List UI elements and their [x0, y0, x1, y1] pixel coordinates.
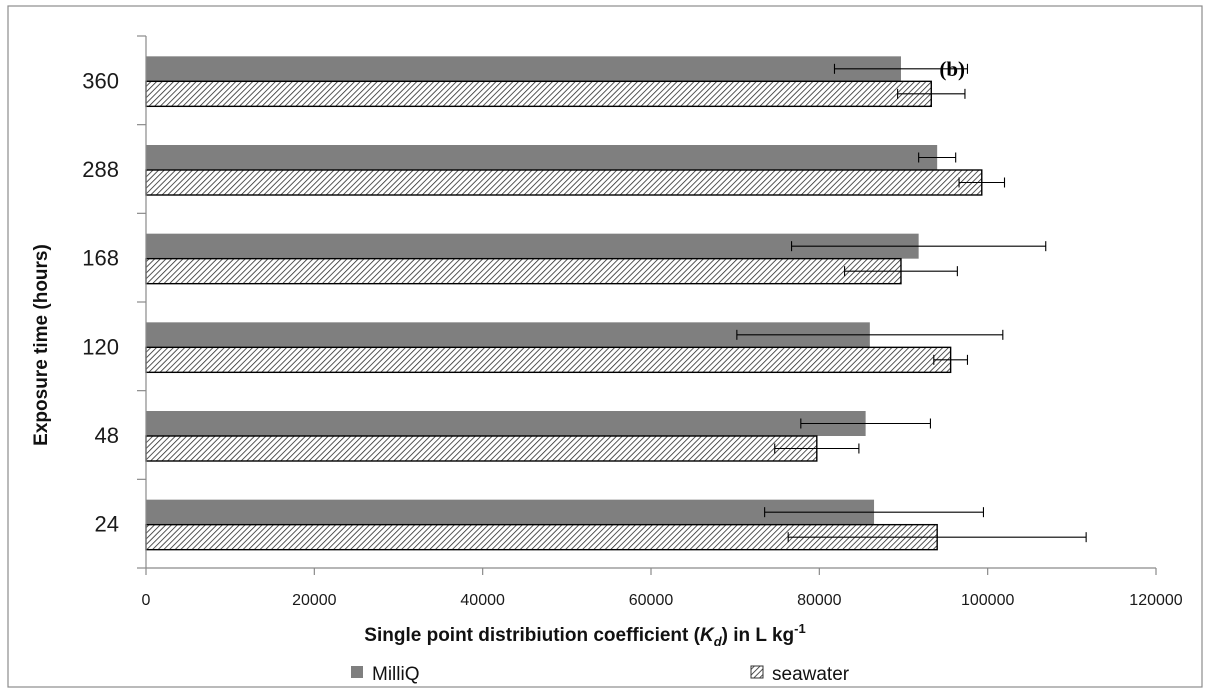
- panel-label: (b): [939, 57, 965, 81]
- x-axis-title-k: K: [700, 625, 715, 646]
- bar-milliq-360: [146, 56, 901, 82]
- chart-frame: [7, 5, 1203, 688]
- x-axis-title: Single point distribiution coefficient (…: [364, 621, 805, 649]
- bar-seawater-288: [145, 169, 983, 196]
- x-axis-title-prefix: Single point distribiution coefficient (: [364, 625, 700, 646]
- x-tick-label: 20000: [292, 592, 337, 609]
- legend-label-seawater: seawater: [772, 664, 850, 685]
- x-tick-label: 40000: [460, 592, 505, 609]
- x-axis-title-sup: -1: [794, 621, 806, 636]
- y-axis-ticks: 24 48 120 168 288 360: [82, 35, 146, 569]
- y-axis-title: Exposure time (hours): [31, 244, 52, 446]
- y-tick-label: 288: [82, 157, 119, 182]
- legend: MilliQ seawater: [351, 664, 850, 685]
- bar-milliq-48: [146, 411, 866, 436]
- x-tick-label: 80000: [797, 592, 842, 609]
- y-tick-label: 120: [82, 334, 119, 359]
- y-tick-label: 48: [95, 423, 119, 448]
- x-tick-label: 0: [142, 592, 151, 609]
- legend-swatch-milliq: [351, 666, 363, 678]
- bar-milliq-24: [146, 499, 875, 525]
- plot-area: 24 48 120 168 288 360 0 20000 40000 60000 80000 10…: [82, 35, 1183, 609]
- bar-seawater-120: [145, 346, 952, 374]
- x-axis-title-mid: ) in L kg: [722, 625, 794, 646]
- bar-seawater-168: [145, 257, 902, 285]
- x-axis-title-sub: d: [714, 634, 723, 649]
- legend-swatch-seawater: [750, 665, 764, 679]
- y-tick-label: 24: [95, 512, 119, 537]
- bar-milliq-168: [146, 233, 919, 259]
- bar-milliq-288: [146, 145, 938, 170]
- legend-label-milliq: MilliQ: [372, 664, 420, 685]
- bar-seawater-360: [145, 80, 932, 108]
- bars-layer: [145, 56, 983, 551]
- bar-seawater-48: [145, 435, 818, 462]
- x-tick-label: 60000: [629, 592, 674, 609]
- error-bars-layer: [736, 63, 1087, 543]
- y-tick-label: 360: [82, 68, 119, 93]
- x-tick-label: 120000: [1129, 592, 1182, 609]
- y-tick-label: 168: [82, 246, 119, 271]
- x-tick-label: 100000: [961, 592, 1014, 609]
- x-axis-ticks: 0 20000 40000 60000 80000 100000 120000: [142, 568, 1183, 609]
